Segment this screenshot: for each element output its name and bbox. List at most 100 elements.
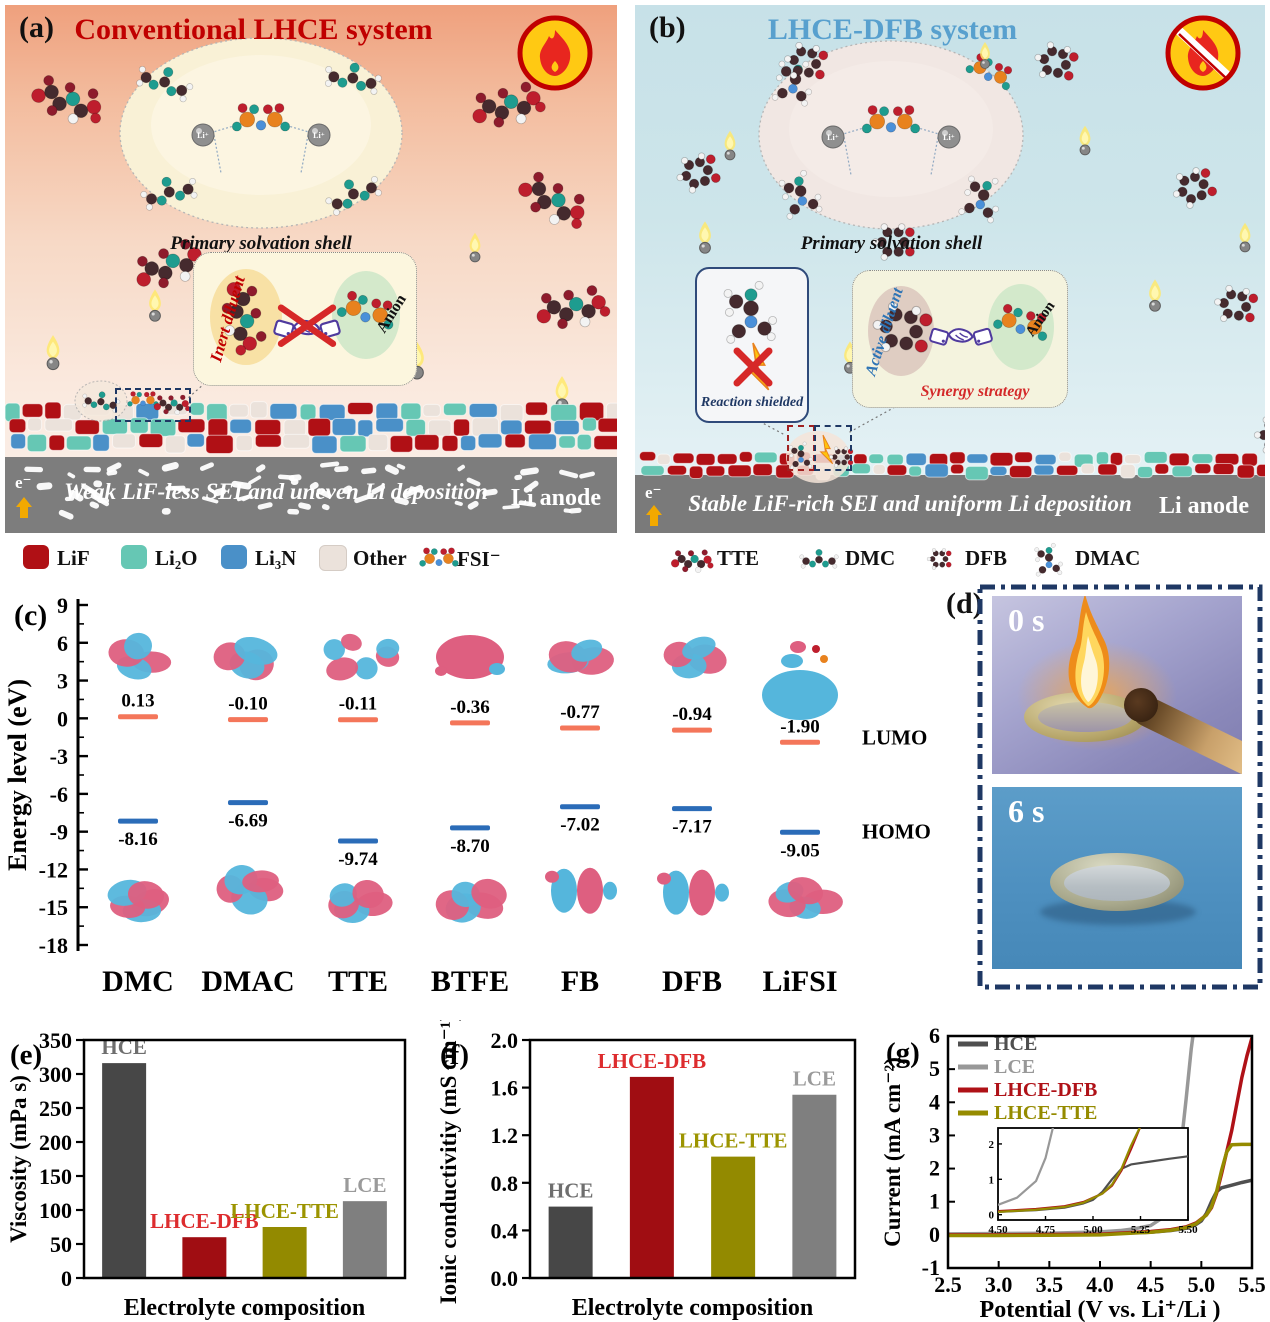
c-homo-BTFE (435, 878, 507, 923)
svg-text:-8.16: -8.16 (118, 829, 158, 850)
bar-y-axis: 0 50 100 150 200 250 300 350 (39, 1028, 84, 1291)
synergy-strategy-label: Synergy strategy (920, 383, 1030, 400)
fsi-molecule-icon (419, 547, 459, 567)
svg-text:DMC: DMC (102, 965, 174, 998)
lighter-charred-tip (1124, 688, 1158, 722)
tte-molecule-icon (670, 549, 714, 573)
electron-label-b: e⁻ (645, 483, 662, 502)
panel-a-decorations: Li⁺ Li⁺ (5, 37, 617, 533)
svg-text:-0.36: -0.36 (450, 697, 490, 718)
svg-text:150: 150 (39, 1164, 72, 1189)
legend-label: Li₃N (255, 546, 297, 570)
svg-text:Viscosity (mPa s): Viscosity (mPa s) (6, 1075, 31, 1243)
photo-ignition-0s: 0 s (992, 596, 1242, 774)
c-lumo-BTFE (435, 635, 505, 679)
svg-text:0.4: 0.4 (491, 1218, 519, 1243)
svg-text:Electrolyte composition: Electrolyte composition (124, 1295, 366, 1321)
legend-swatch (221, 545, 247, 569)
dmac-molecule-icon (1034, 542, 1063, 577)
svg-text:1: 1 (929, 1189, 940, 1214)
svg-text:0.0: 0.0 (491, 1266, 519, 1291)
reaction-shielded-graphic (723, 280, 778, 391)
legend-swatch (319, 545, 347, 571)
g-y-axis: -1 0 1 2 3 4 5 6 (922, 1023, 955, 1280)
sei-caption-a: Weak LiF-less SEI and uneven Li depositi… (64, 479, 488, 504)
svg-text:LiFSI: LiFSI (762, 965, 837, 998)
photo-extinguished-6s: 6 s (992, 787, 1242, 969)
panel-f: (f) 0.0 0.4 0.8 1.2 1.6 2.0 HCE LHCE-DFB LHCE-TTE… (430, 1014, 880, 1322)
sei-zoom-box-b-navy (814, 425, 852, 471)
svg-text:HCE: HCE (548, 1179, 594, 1203)
svg-text:2: 2 (929, 1156, 940, 1181)
svg-text:-8.70: -8.70 (450, 836, 490, 857)
svg-text:1.2: 1.2 (491, 1123, 519, 1148)
svg-text:(c): (c) (14, 599, 47, 632)
electron-arrow-a (16, 497, 32, 518)
svg-text:0: 0 (929, 1222, 940, 1247)
c-homo-FB (545, 867, 617, 914)
svg-text:-6.69: -6.69 (228, 811, 268, 832)
svg-text:LHCE-TTE: LHCE-TTE (994, 1102, 1097, 1124)
legend-label: Li₂O (155, 546, 198, 570)
reaction-shielded-label: Reaction shielded (700, 395, 804, 410)
legend-swatch (23, 545, 49, 569)
svg-text:(e): (e) (10, 1039, 42, 1071)
svg-text:Potential (V vs. Li⁺/Li ): Potential (V vs. Li⁺/Li ) (980, 1297, 1221, 1322)
synergy-graphic (868, 284, 1054, 376)
flame-graphic (1068, 596, 1110, 709)
svg-text:50: 50 (50, 1232, 72, 1257)
anode-label-a: Li anode (510, 485, 601, 511)
svg-text:Li⁺: Li⁺ (197, 131, 209, 140)
svg-text:4.75: 4.75 (1036, 1224, 1056, 1236)
svg-text:5.00: 5.00 (1083, 1224, 1103, 1236)
svg-text:350: 350 (39, 1028, 72, 1053)
panel-b: Li⁺ Li⁺ (b) LHCE-DFB system Primary solva… (635, 5, 1265, 533)
svg-text:3: 3 (57, 669, 68, 694)
svg-text:4.5: 4.5 (1137, 1272, 1165, 1297)
svg-text:LHCE-TTE: LHCE-TTE (679, 1129, 788, 1153)
svg-text:-3: -3 (50, 744, 68, 769)
g-x-axis: 2.5 3.0 3.5 4.0 4.5 5.0 5.5 (934, 1261, 1266, 1297)
svg-text:0.13: 0.13 (121, 691, 154, 712)
svg-text:LHCE-DFB: LHCE-DFB (598, 1049, 707, 1073)
panel-d: (d) 0 s 6 s (940, 583, 1270, 1020)
svg-text:3.0: 3.0 (985, 1272, 1013, 1297)
svg-text:5: 5 (929, 1056, 940, 1081)
svg-text:4.0: 4.0 (1086, 1272, 1114, 1297)
svg-text:2: 2 (989, 1139, 995, 1151)
panel-g: (g) 2.5 3.0 3.5 4.0 4.5 5.0 5.5 -1 0 1 2 3 4 5 6 HCE LCE L… (880, 1020, 1270, 1322)
legend-label: DMC (845, 546, 896, 570)
svg-text:-0.77: -0.77 (560, 702, 600, 723)
conductivity-chart: (f) 0.0 0.4 0.8 1.2 1.6 2.0 HCE LHCE-DFB LHCE-TTE… (436, 1014, 857, 1321)
panel-c-energy-chart: (c) 9 6 3 0 -3 -6 -9 -12 -15 -18 Energy level (eV) 0… (3, 593, 931, 998)
anode-label-b: Li anode (1158, 493, 1249, 519)
dmc-molecule-icon (799, 549, 839, 569)
c-homo-DFB (657, 869, 729, 916)
solvation-shell-label-b: Primary solvation shell (800, 233, 983, 254)
svg-text:HCE: HCE (101, 1035, 147, 1059)
svg-text:-15: -15 (39, 895, 68, 920)
legend-label: LiF (57, 546, 90, 570)
svg-text:6: 6 (929, 1023, 940, 1048)
svg-text:4.50: 4.50 (988, 1224, 1008, 1236)
inert-anion-graphic (210, 269, 400, 365)
svg-text:Ionic conductivitiy (mS cm⁻¹): Ionic conductivitiy (mS cm⁻¹) (436, 1020, 461, 1304)
c-homo-LiFSI (768, 877, 843, 919)
svg-text:-12: -12 (39, 857, 68, 882)
solvation-shell-label-a: Primary solvation shell (170, 233, 352, 254)
svg-text:4: 4 (929, 1089, 940, 1114)
c-lumo-FB (547, 639, 614, 675)
c-homo-TTE (328, 879, 393, 923)
legend-label: TTE (717, 546, 760, 570)
dfb-molecule-icon (926, 548, 952, 570)
svg-text:9: 9 (57, 593, 68, 618)
svg-text:-9.74: -9.74 (338, 849, 378, 870)
svg-text:HOMO: HOMO (862, 819, 931, 843)
svg-text:0: 0 (989, 1210, 995, 1222)
svg-text:DFB: DFB (662, 965, 722, 998)
svg-text:Energy level (eV): Energy level (eV) (3, 679, 32, 871)
